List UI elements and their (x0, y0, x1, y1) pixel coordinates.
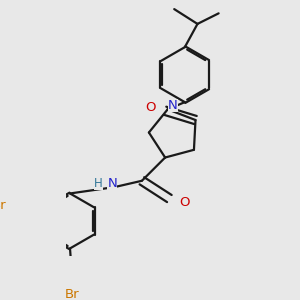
Text: O: O (145, 101, 155, 114)
Text: H: H (94, 177, 103, 190)
Text: Br: Br (0, 199, 6, 212)
Text: N: N (107, 177, 117, 190)
Text: N: N (168, 100, 178, 112)
Text: Br: Br (65, 288, 80, 300)
Text: O: O (179, 196, 189, 209)
